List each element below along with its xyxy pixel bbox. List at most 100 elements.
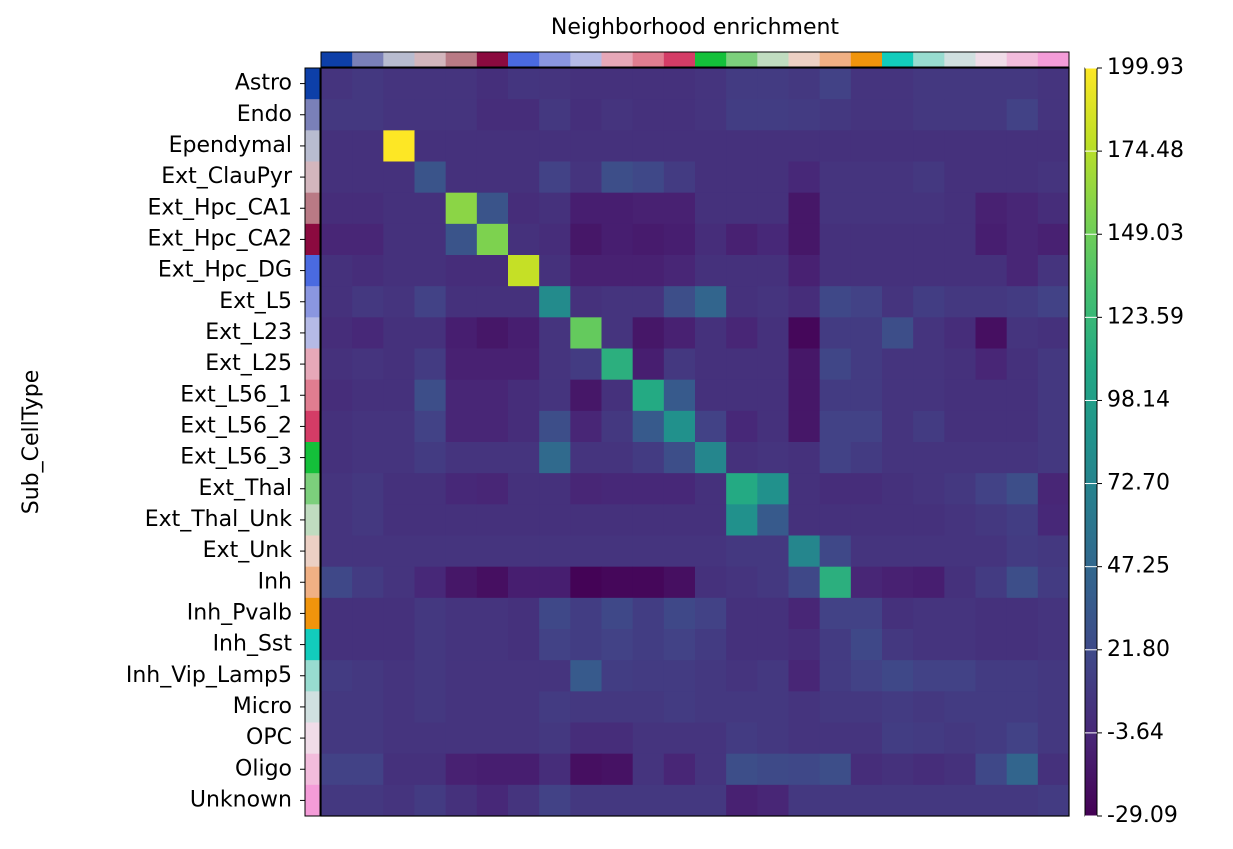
heatmap-cell — [414, 286, 447, 318]
heatmap-cell — [539, 379, 571, 412]
heatmap-cell — [850, 410, 883, 443]
heatmap-cell — [788, 535, 821, 568]
row-color-strip — [305, 566, 320, 599]
heatmap-cell — [850, 753, 883, 786]
heatmap-cell — [1037, 753, 1070, 786]
heatmap-cell — [601, 317, 634, 349]
heatmap-cell — [913, 223, 945, 256]
heatmap-cell — [975, 99, 1008, 131]
heatmap-cell — [352, 379, 384, 412]
heatmap-cell — [913, 410, 945, 443]
heatmap-cell — [414, 255, 447, 287]
heatmap-cell — [383, 192, 415, 225]
heatmap-cell — [321, 660, 353, 692]
heatmap-cell — [819, 753, 852, 786]
heatmap-cell — [850, 660, 883, 692]
heatmap-cell — [601, 99, 634, 131]
heatmap-cell — [508, 535, 540, 568]
heatmap-cell — [570, 348, 602, 381]
heatmap-cell — [352, 130, 384, 162]
heatmap-cell — [445, 286, 478, 318]
heatmap-cell — [445, 255, 478, 287]
row-color-strip — [305, 753, 320, 786]
heatmap-cell — [1006, 255, 1039, 287]
heatmap-cell — [757, 566, 789, 599]
heatmap-cell — [757, 255, 789, 287]
heatmap-cell — [882, 566, 914, 599]
heatmap-cell — [882, 255, 914, 287]
heatmap-cell — [975, 597, 1008, 630]
heatmap-cell — [570, 535, 602, 568]
heatmap-cell — [695, 504, 727, 536]
heatmap-cell — [757, 691, 789, 723]
heatmap-cell — [726, 722, 758, 755]
heatmap-cell — [632, 722, 665, 755]
heatmap-cell — [508, 660, 540, 692]
heatmap-cell — [663, 130, 696, 162]
heatmap-cell — [476, 348, 509, 381]
heatmap-cell — [539, 192, 571, 225]
heatmap-cell — [352, 410, 384, 443]
heatmap-cell — [1037, 473, 1070, 505]
heatmap-cell — [476, 442, 509, 474]
heatmap-cell — [476, 629, 509, 661]
heatmap-cell — [445, 722, 478, 755]
heatmap-cell — [539, 223, 571, 256]
heatmap-cell — [414, 442, 447, 474]
heatmap-cell — [850, 566, 883, 599]
heatmap-cell — [695, 255, 727, 287]
heatmap-cell — [695, 660, 727, 692]
heatmap-cell — [445, 317, 478, 349]
heatmap-cell — [321, 753, 353, 786]
heatmap-cell — [445, 192, 478, 225]
heatmap-cell — [476, 379, 509, 412]
row-color-strip — [305, 535, 320, 568]
heatmap-cell — [944, 691, 976, 723]
heatmap-cell — [913, 442, 945, 474]
heatmap-cell — [539, 566, 571, 599]
heatmap-cell — [913, 504, 945, 536]
heatmap-cell — [819, 566, 852, 599]
heatmap-cell — [913, 691, 945, 723]
heatmap-cell — [1006, 286, 1039, 318]
heatmap-cell — [539, 255, 571, 287]
heatmap-cell — [383, 660, 415, 692]
heatmap-cell — [632, 473, 665, 505]
heatmap-cell — [476, 130, 509, 162]
heatmap-cell — [788, 629, 821, 661]
heatmap-cell — [757, 473, 789, 505]
heatmap-cell — [1006, 99, 1039, 131]
heatmap-cell — [663, 317, 696, 349]
heatmap-cell — [476, 161, 509, 194]
heatmap-cell — [788, 99, 821, 131]
heatmap-cell — [570, 99, 602, 131]
heatmap-cell — [383, 442, 415, 474]
heatmap-cell — [476, 192, 509, 225]
heatmap-cell — [1006, 535, 1039, 568]
col-color-strip — [476, 52, 509, 67]
heatmap-cell — [1037, 442, 1070, 474]
heatmap-cell — [726, 784, 758, 817]
heatmap-cell — [1037, 379, 1070, 412]
heatmap-cell — [726, 442, 758, 474]
heatmap-cell — [819, 691, 852, 723]
heatmap-cell — [632, 317, 665, 349]
heatmap-cell — [788, 660, 821, 692]
y-tick-label: Ependymal — [169, 133, 292, 158]
heatmap-cell — [850, 784, 883, 817]
heatmap-cell — [757, 317, 789, 349]
heatmap-cell — [663, 442, 696, 474]
y-tick-label: Ext_Thal_Unk — [145, 507, 293, 532]
heatmap-cell — [321, 317, 353, 349]
heatmap-cell — [726, 68, 758, 100]
heatmap-cell — [726, 504, 758, 536]
row-color-strip — [305, 784, 320, 817]
heatmap-cell — [788, 566, 821, 599]
heatmap-cell — [757, 379, 789, 412]
heatmap-cell — [352, 255, 384, 287]
col-color-strip — [695, 52, 727, 67]
col-color-strip — [1006, 52, 1039, 67]
heatmap-cell — [663, 161, 696, 194]
heatmap-cell — [882, 753, 914, 786]
heatmap-cell — [695, 566, 727, 599]
